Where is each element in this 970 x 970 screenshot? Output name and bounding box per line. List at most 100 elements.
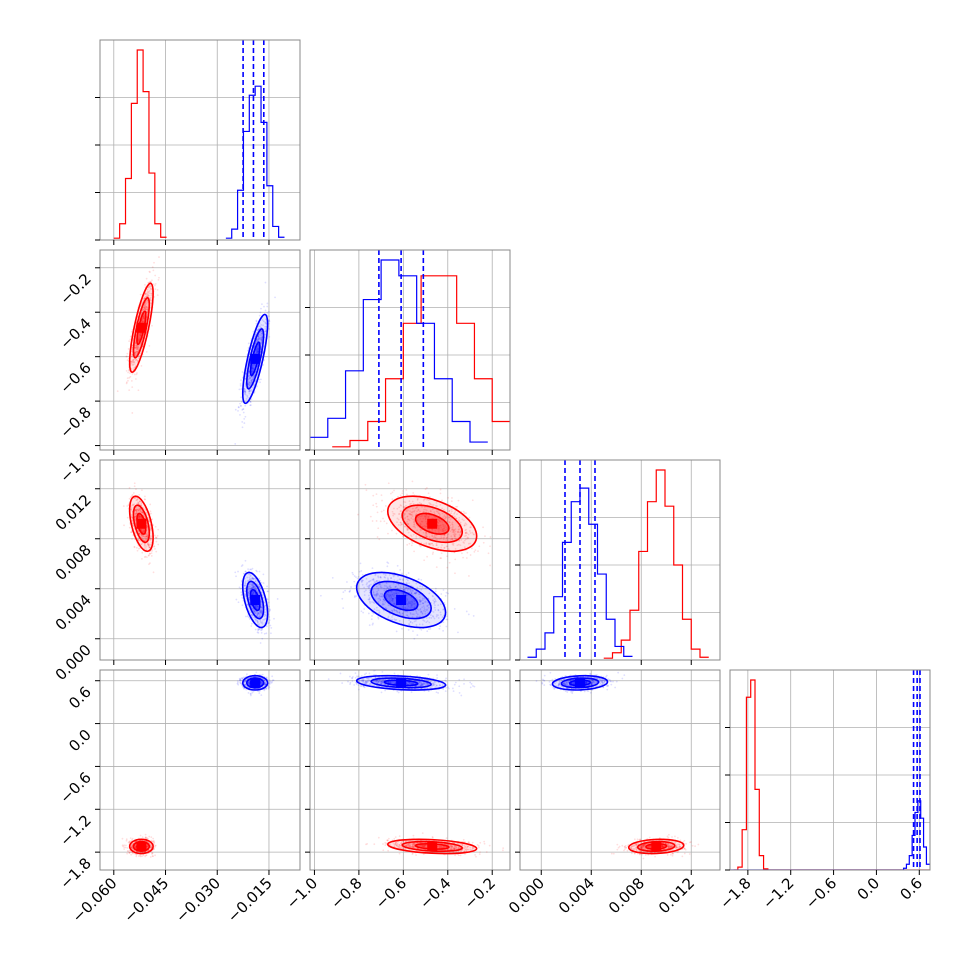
scatter-point (409, 589, 412, 592)
scatter-point (145, 308, 148, 311)
scatter-point (144, 537, 147, 540)
scatter-point (413, 523, 416, 525)
scatter-point (384, 601, 387, 604)
scatter-point (251, 593, 254, 596)
scatter-point (248, 381, 251, 384)
scatter-point (249, 575, 252, 578)
scatter-point (254, 587, 257, 590)
scatter-point (151, 279, 153, 282)
scatter-point (259, 610, 262, 612)
scatter-point (373, 594, 376, 597)
scatter-point (125, 838, 128, 841)
scatter-point (433, 534, 436, 537)
scatter-point (244, 390, 246, 393)
scatter-point (151, 549, 154, 552)
scatter-point (355, 595, 358, 597)
scatter-point (409, 621, 412, 624)
scatter-point (409, 587, 412, 590)
scatter-point (416, 613, 419, 616)
scatter-point (135, 348, 138, 351)
scatter-point (127, 504, 130, 506)
scatter-point (252, 577, 255, 580)
scatter-point (252, 591, 255, 593)
scatter-point (266, 590, 269, 593)
scatter-point (250, 625, 253, 627)
scatter-point (256, 329, 259, 332)
scatter-point (158, 256, 160, 258)
scatter-point (382, 509, 385, 512)
scatter-point (141, 511, 144, 513)
scatter-point (247, 383, 250, 386)
scatter-point (446, 520, 449, 523)
scatter-point (148, 835, 151, 838)
scatter-point (452, 530, 455, 533)
scatter-point (458, 539, 460, 542)
scatter-point (464, 529, 467, 532)
scatter-point (426, 604, 429, 607)
scatter-point (130, 531, 133, 534)
scatter-point (130, 379, 133, 382)
scatter-point (445, 625, 448, 628)
scatter-point (395, 609, 397, 612)
scatter-point (256, 349, 258, 352)
scatter-point (397, 495, 399, 498)
scatter-point (453, 512, 455, 515)
scatter-point (423, 510, 425, 513)
scatter-point (392, 514, 395, 517)
scatter-point (378, 611, 381, 614)
scatter-point (256, 352, 259, 355)
scatter-point (415, 537, 418, 540)
scatter-point (411, 515, 414, 518)
scatter-point (394, 586, 397, 588)
scatter-point (259, 610, 262, 613)
scatter-point (421, 597, 424, 600)
scatter-point (447, 533, 450, 536)
scatter-point (267, 590, 269, 593)
scatter-point (439, 520, 442, 523)
scatter-point (260, 340, 263, 342)
scatter-point (379, 576, 382, 579)
scatter-point (404, 586, 407, 589)
scatter-point (398, 513, 400, 516)
scatter-point (409, 620, 412, 623)
scatter-point (130, 846, 133, 849)
scatter-point (267, 622, 270, 625)
scatter-point (449, 524, 452, 527)
scatter-point (471, 499, 474, 502)
scatter-point (254, 606, 257, 609)
scatter-point (136, 372, 138, 374)
scatter-point (410, 592, 413, 595)
scatter-point (468, 516, 471, 519)
scatter-point (134, 340, 137, 343)
scatter-point (411, 590, 414, 592)
scatter-point (412, 603, 414, 605)
scatter-point (422, 609, 425, 612)
scatter-point (388, 585, 391, 588)
scatter-point (434, 590, 437, 593)
scatter-point (239, 413, 241, 416)
scatter-point (374, 581, 377, 584)
scatter-point (407, 615, 410, 618)
scatter-point (143, 545, 146, 547)
scatter-point (146, 306, 149, 309)
scatter-point (259, 326, 262, 329)
scatter-point (408, 619, 411, 621)
scatter-point (443, 536, 446, 539)
scatter-point (415, 582, 418, 585)
scatter-point (435, 542, 438, 545)
scatter-point (141, 308, 144, 311)
scatter-point (424, 488, 427, 491)
scatter-point (255, 350, 258, 353)
scatter-point (147, 543, 150, 546)
scatter-point (373, 593, 375, 596)
scatter-point (135, 353, 137, 356)
scatter-point (387, 604, 390, 607)
scatter-point (143, 306, 145, 309)
scatter-point (245, 397, 248, 400)
scatter-point (139, 504, 142, 506)
scatter-point (257, 628, 259, 631)
scatter-point (138, 334, 140, 337)
scatter-point (445, 545, 448, 548)
scatter-point (155, 536, 157, 539)
scatter-point (409, 602, 412, 605)
